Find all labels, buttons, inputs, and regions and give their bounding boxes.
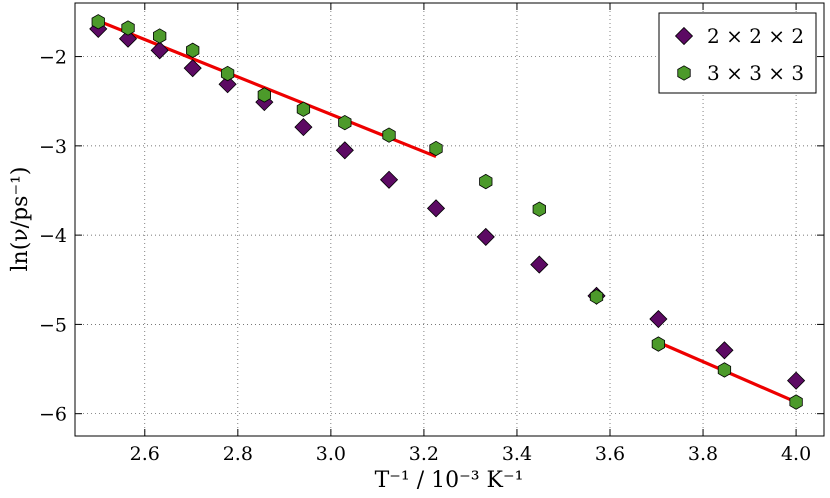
legend-marker-3x3x3 (677, 65, 691, 81)
data-point-3x3x3 (220, 65, 235, 82)
data-point-2x2x2 (476, 227, 495, 246)
x-tick-label: 3.0 (316, 443, 346, 465)
fit-line (97, 19, 437, 159)
data-point-2x2x2 (379, 170, 399, 189)
data-point-3x3x3 (338, 114, 352, 131)
legend-diamond-marker (674, 26, 694, 46)
x-tick-label: 4.0 (781, 443, 811, 465)
data-point-3x3x3 (186, 42, 200, 58)
data-point-3x3x3 (121, 20, 135, 36)
legend: 2 × 2 × 2 3 × 3 × 3 (658, 12, 817, 94)
data-point-3x3x3 (91, 14, 105, 30)
data-point-2x2x2 (426, 199, 446, 218)
x-axis-label: T⁻¹ / 10⁻³ K⁻¹ (375, 468, 524, 493)
data-point-3x3x3 (532, 201, 546, 217)
data-point-3x3x3 (296, 101, 311, 117)
y-tick-label: −3 (39, 136, 67, 158)
x-tick-label: 2.8 (223, 443, 253, 465)
data-point-2x2x2 (118, 29, 138, 48)
data-point-2x2x2 (649, 309, 668, 329)
plot-frame (74, 2, 825, 437)
x-tick-label: 3.6 (595, 443, 625, 465)
y-tick-label: −4 (39, 225, 67, 247)
data-point-3x3x3 (257, 87, 271, 103)
data-point-3x3x3 (479, 173, 493, 190)
data-point-2x2x2 (787, 371, 806, 390)
data-point-3x3x3 (717, 362, 732, 378)
data-point-3x3x3 (651, 336, 666, 352)
x-tick-label: 3.8 (688, 443, 718, 465)
data-point-3x3x3 (153, 28, 167, 44)
x-tick-label: 3.2 (409, 443, 439, 465)
y-tick-label: −5 (39, 314, 67, 336)
legend-label-3x3x3: 3 × 3 × 3 (707, 61, 804, 85)
y-tick-label: −2 (39, 47, 67, 69)
y-axis-label: ln(ν/ps⁻¹) (8, 167, 33, 272)
legend-marker-2x2x2 (674, 26, 694, 46)
data-point-3x3x3 (429, 140, 443, 157)
y-tick-label: −6 (39, 404, 67, 426)
data-point-2x2x2 (183, 59, 202, 78)
data-point-2x2x2 (150, 41, 169, 60)
legend-hexagon-marker (677, 65, 691, 81)
x-tick-label: 3.4 (502, 443, 532, 465)
data-point-2x2x2 (530, 255, 549, 274)
data-point-3x3x3 (789, 394, 803, 410)
axis-ticks (75, 3, 824, 436)
legend-label-2x2x2: 2 × 2 × 2 (707, 24, 804, 48)
data-point-2x2x2 (335, 141, 354, 160)
data-point-3x3x3 (382, 127, 396, 143)
series-3x3x3 (91, 14, 803, 410)
data-point-3x3x3 (589, 289, 604, 305)
x-tick-label: 2.6 (130, 443, 160, 465)
data-points (89, 14, 806, 410)
data-point-2x2x2 (294, 118, 313, 137)
data-point-2x2x2 (218, 75, 237, 94)
data-point-2x2x2 (715, 341, 734, 360)
